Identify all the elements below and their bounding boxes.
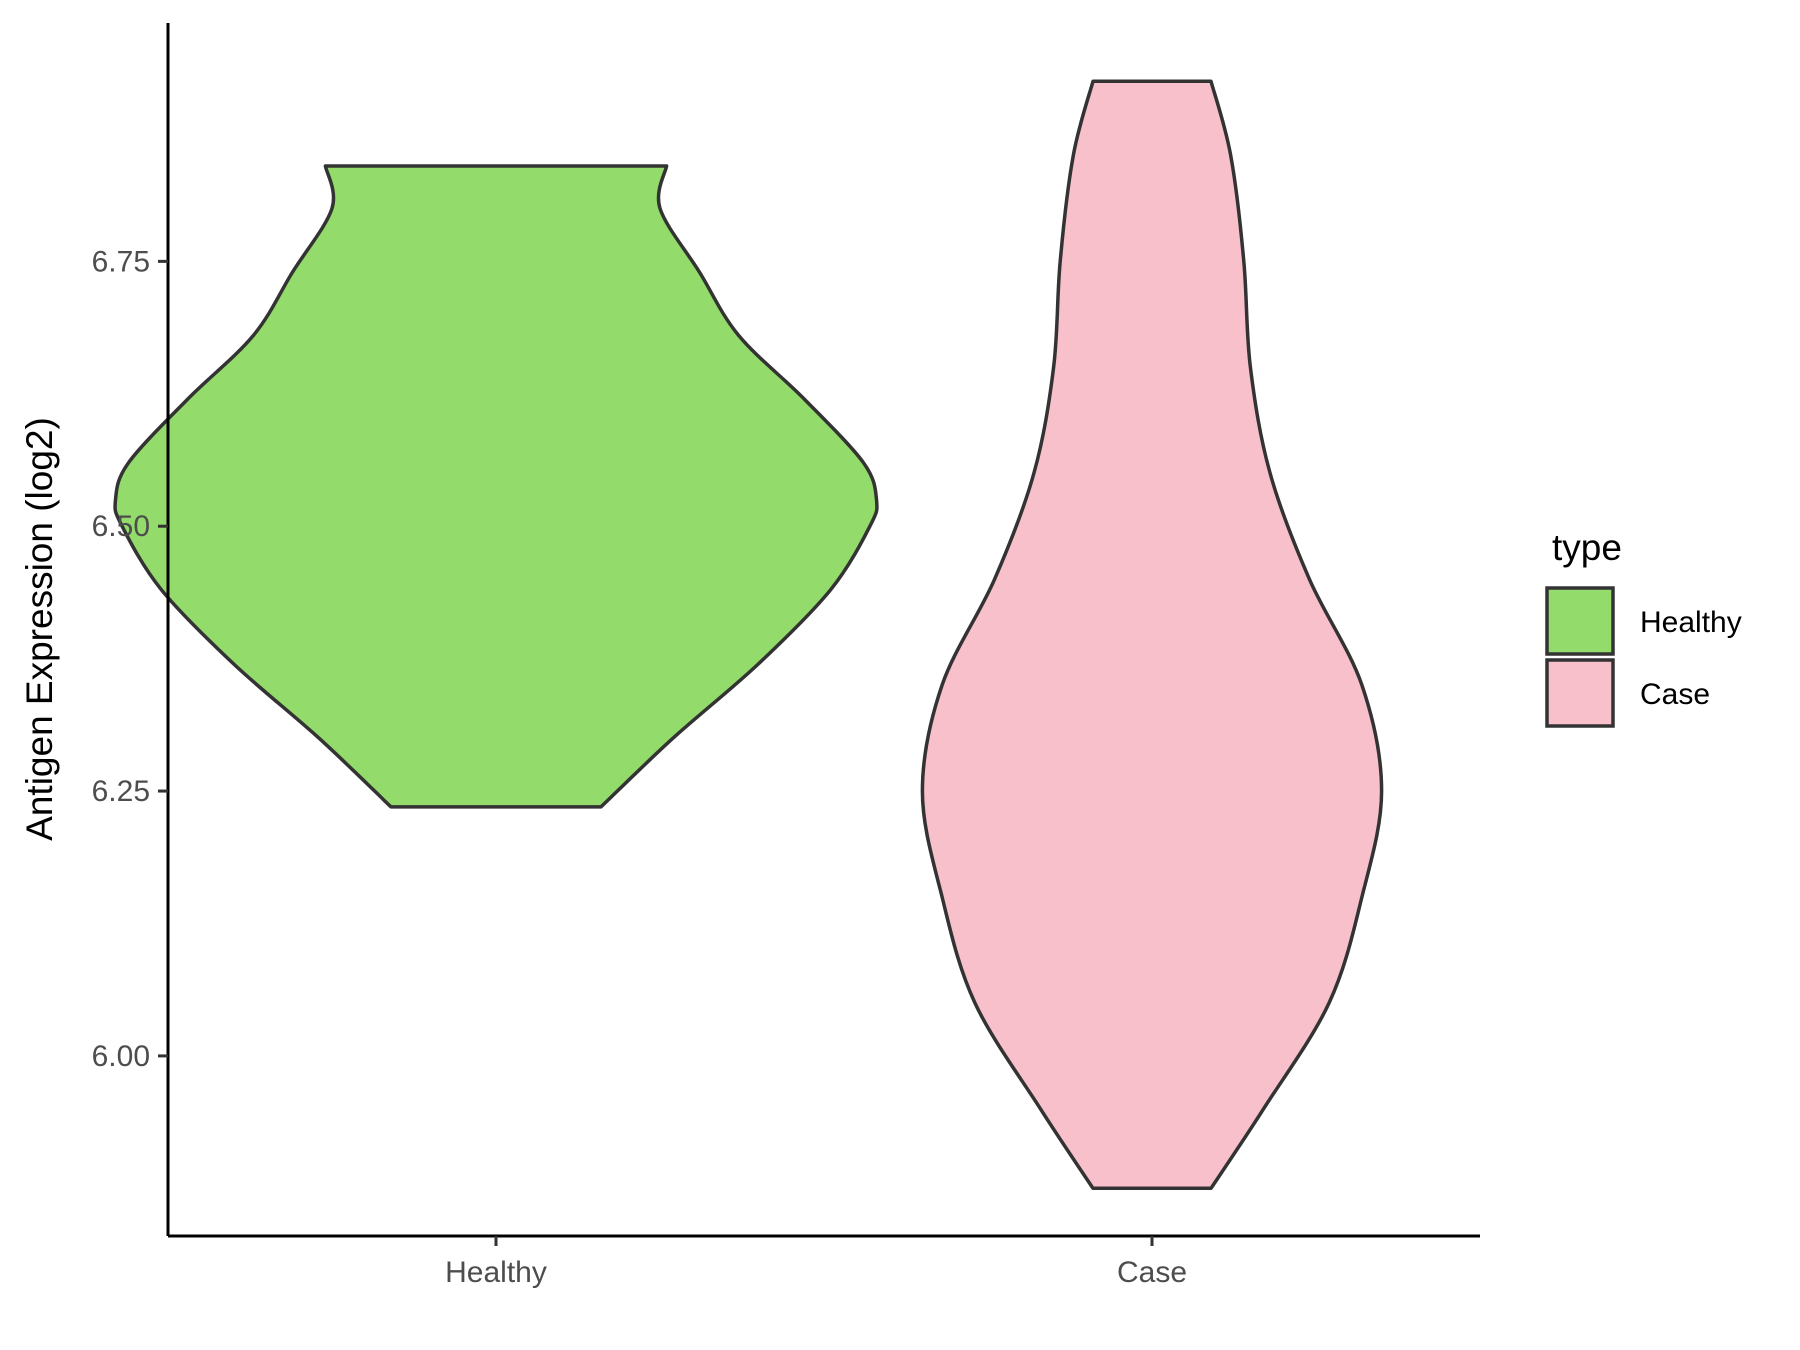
legend-swatch-healthy (1545, 586, 1615, 656)
y-ticks: 6.00 6.25 6.50 6.75 (92, 245, 168, 1073)
legend-label: Case (1640, 678, 1710, 711)
legend-label: Healthy (1640, 606, 1742, 639)
x-ticks: Healthy Case (445, 1236, 1187, 1289)
violins-layer (113, 79, 1384, 1191)
x-tick-label: Case (1117, 1256, 1187, 1289)
y-tick-label: 6.25 (92, 775, 150, 808)
violin-healthy (113, 164, 879, 809)
violin-case (920, 79, 1384, 1191)
legend: type Healthy Case (1545, 527, 1742, 728)
y-tick-label: 6.00 (92, 1040, 150, 1073)
y-tick-label: 6.75 (92, 245, 150, 278)
legend-swatch-case (1545, 658, 1615, 728)
y-axis-title: Antigen Expression (log2) (19, 417, 60, 841)
x-tick-label: Healthy (445, 1256, 547, 1289)
y-tick-label: 6.50 (92, 510, 150, 543)
legend-title: type (1552, 527, 1622, 568)
